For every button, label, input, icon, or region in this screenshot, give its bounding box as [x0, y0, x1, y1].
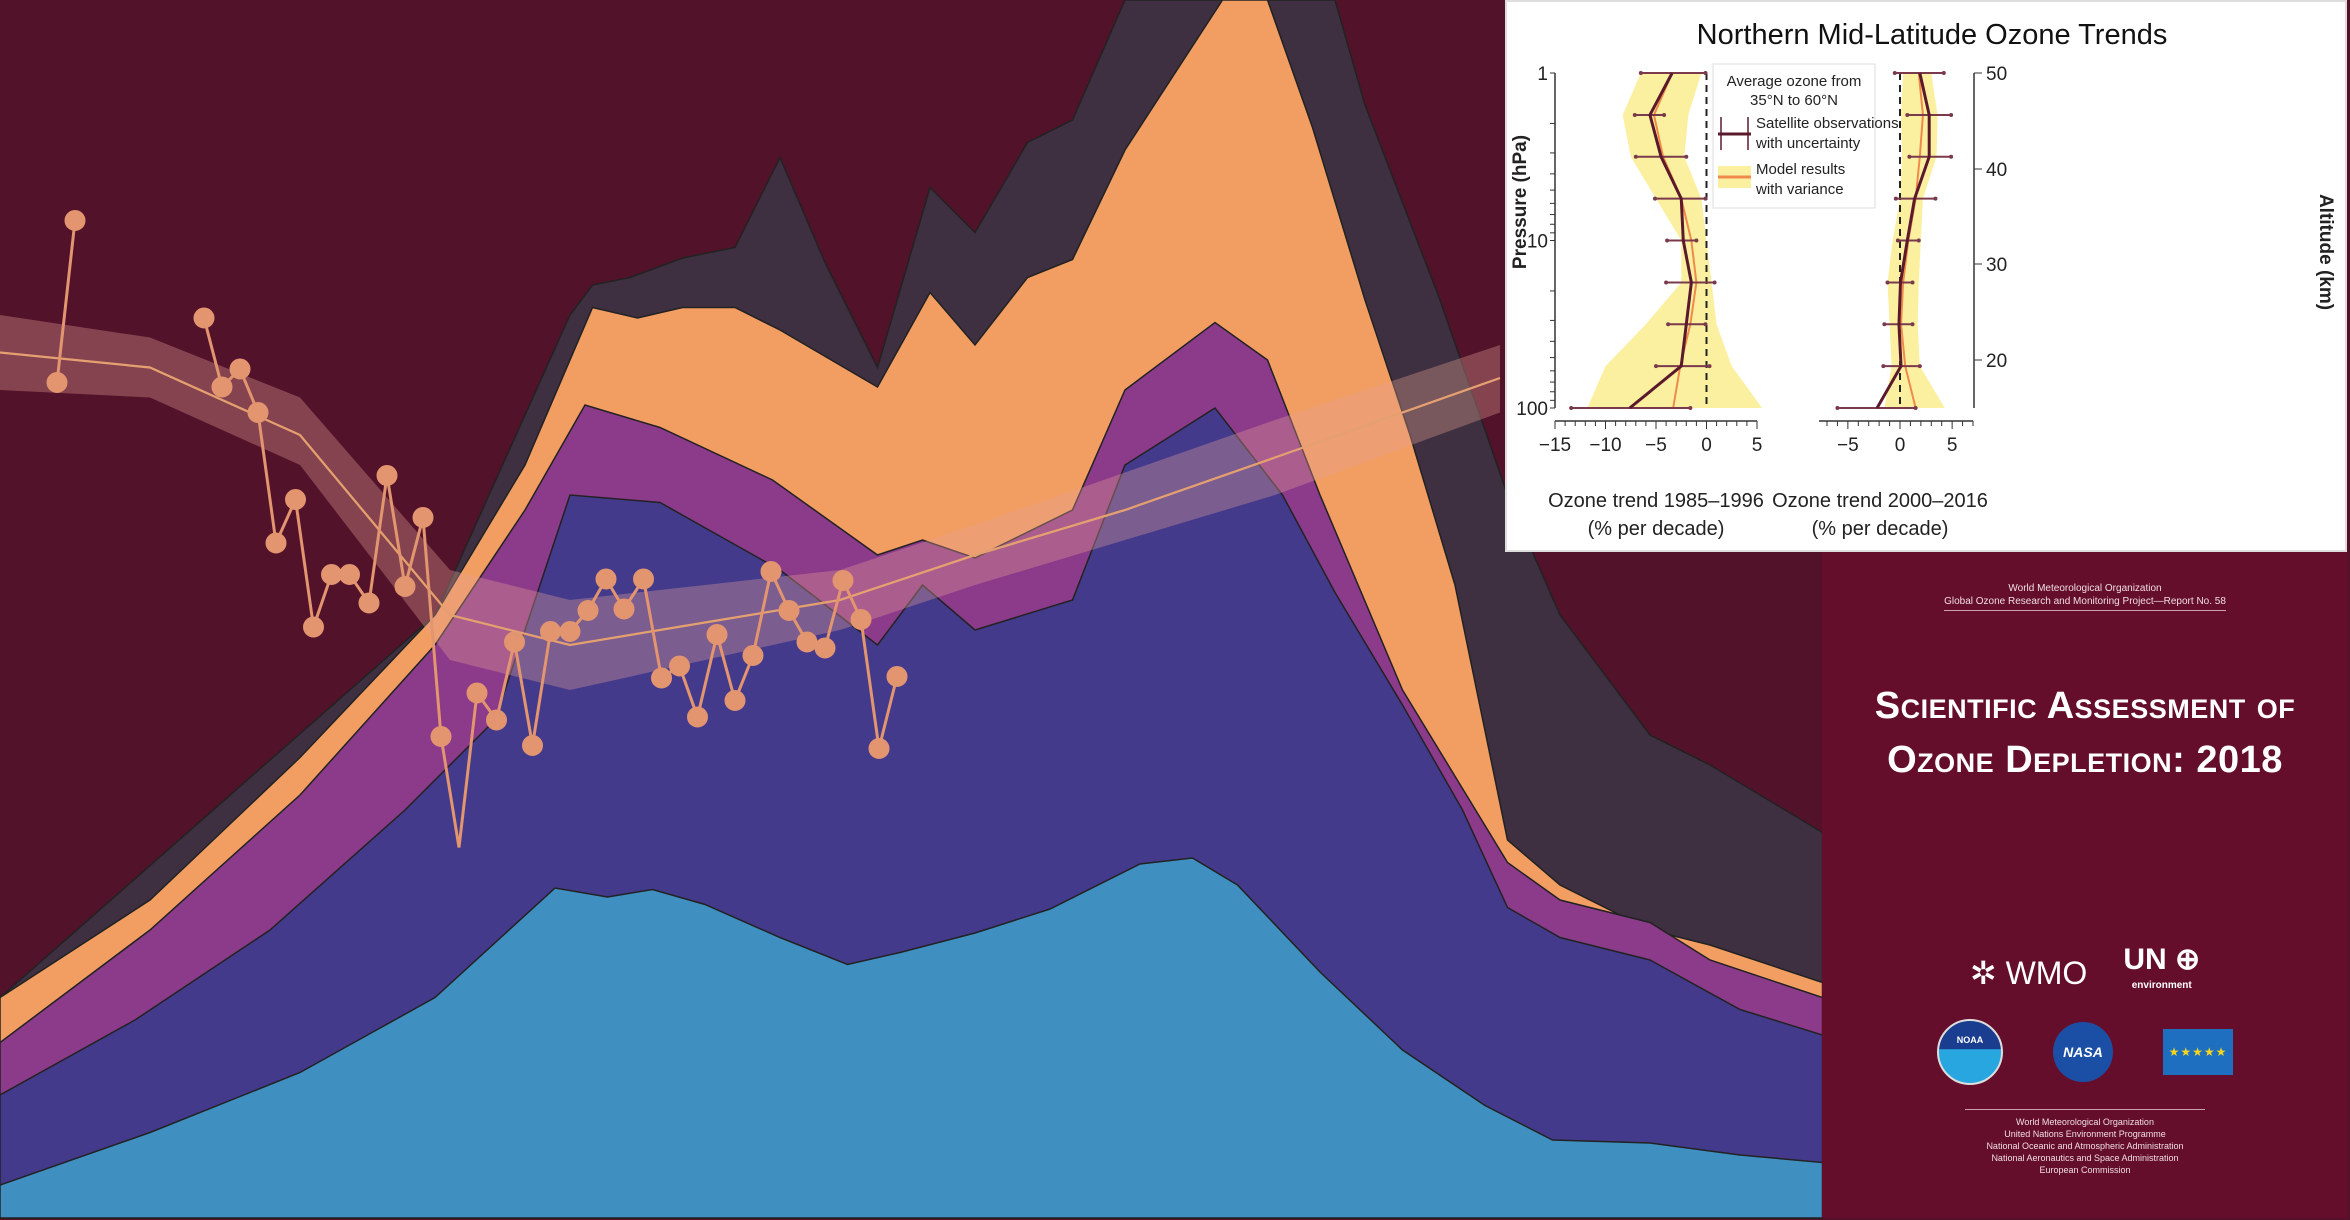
error-cap: [1917, 364, 1922, 369]
error-cap: [1664, 280, 1669, 285]
legend-obs-symbol: [1718, 117, 1751, 150]
error-cap: [1907, 154, 1912, 159]
error-cap: [1688, 406, 1693, 410]
legend-obs-label-1: Satellite observations: [1756, 115, 1899, 132]
nasa-logo: NASA: [2053, 1022, 2113, 1082]
y-axis-right-label: Altitude (km): [2315, 194, 2336, 310]
error-cap: [1666, 322, 1671, 327]
error-cap: [1712, 280, 1717, 285]
legend-model-label-1: Model results: [1756, 161, 1845, 178]
x-tick-label: −15: [1539, 435, 1571, 456]
report-title-line-1: Scientific Assessment of: [1874, 685, 2296, 727]
x-axis-label-left: Ozone trend 1985–1996: [1548, 490, 1764, 512]
y-axis-label: Pressure (hPa): [1510, 135, 1531, 269]
x-tick-label: 0: [1895, 435, 1906, 456]
org-name: National Oceanic and Atmospheric Adminis…: [1986, 1141, 2184, 1151]
publisher-org: World Meteorological Organization: [2008, 583, 2162, 594]
legend-title: Average ozone from: [1727, 73, 1862, 90]
legend-obs-label-2: with uncertainty: [1755, 135, 1861, 152]
x-tick-label: 5: [1947, 435, 1958, 456]
error-cap: [1941, 71, 1946, 75]
report-title-line-2: Ozone Depletion: 2018: [1887, 739, 2283, 781]
eu-flag-logo: ★★★★★: [2163, 1029, 2233, 1075]
y-right-tick-label: 30: [1986, 255, 2007, 276]
x-tick-label: −5: [1837, 435, 1859, 456]
legend: Average ozone from 35°N to 60°N Satellit…: [1712, 63, 1899, 209]
error-cap: [1703, 71, 1708, 75]
chart-svg: Northern Mid-Latitude Ozone Trends −15 −1…: [1510, 19, 2336, 540]
x-tick-label: −10: [1589, 435, 1621, 456]
legend-model-label-2: with variance: [1755, 181, 1844, 198]
error-cap: [1916, 238, 1921, 243]
legend-subtitle: 35°N to 60°N: [1750, 92, 1838, 109]
y-tick-label: 1: [1537, 64, 1548, 85]
report-title: Scientific Assessment of Ozone Depletion…: [1822, 679, 2348, 787]
error-cap: [1892, 71, 1897, 75]
partner-organizations: World Meteorological Organization United…: [1965, 1109, 2205, 1176]
error-cap: [1835, 406, 1840, 410]
error-cap: [1707, 364, 1712, 369]
x-tick-label: 0: [1701, 435, 1712, 456]
report-cover: World Meteorological Organization Global…: [1822, 552, 2348, 1218]
error-cap: [1893, 196, 1898, 201]
observation-series: [46, 210, 908, 848]
noaa-logo: NOAA: [1937, 1019, 2003, 1085]
error-cap: [1652, 196, 1657, 201]
org-name: National Aeronautics and Space Administr…: [1991, 1153, 2179, 1163]
error-cap: [1885, 280, 1890, 285]
org-name: United Nations Environment Programme: [2004, 1129, 2166, 1139]
chart-title: Northern Mid-Latitude Ozone Trends: [1697, 19, 2168, 51]
y-tick-label: 100: [1516, 399, 1548, 420]
model-variance-band: [1587, 73, 1763, 408]
publisher: World Meteorological Organization Global…: [1822, 582, 2348, 611]
y-right-tick-label: 50: [1986, 64, 2007, 85]
org-name: World Meteorological Organization: [2016, 1117, 2154, 1127]
x-axis-label-right: Ozone trend 2000–2016: [1772, 490, 1988, 512]
error-cap: [1933, 196, 1938, 201]
error-cap: [1694, 238, 1699, 243]
un-environment-logo: UN ⊕ environment: [2123, 943, 2201, 992]
y-right-tick-label: 40: [1986, 160, 2007, 181]
ozone-trends-chart: Northern Mid-Latitude Ozone Trends −15 −1…: [1505, 0, 2347, 552]
x-tick-label: 5: [1752, 435, 1763, 456]
org-name: European Commission: [2039, 1165, 2131, 1175]
wmo-logo: ✲ WMO: [1969, 955, 2088, 991]
error-cap: [1632, 112, 1637, 117]
y-right-tick-label: 20: [1986, 351, 2007, 372]
error-cap: [1569, 406, 1574, 410]
error-cap: [1684, 154, 1689, 159]
error-cap: [1654, 364, 1658, 369]
error-cap: [1910, 280, 1915, 285]
error-cap: [1881, 364, 1886, 369]
x-axis-unit-left: (% per decade): [1588, 518, 1725, 540]
error-cap: [1913, 406, 1918, 410]
y-tick-label: 10: [1527, 232, 1548, 253]
publisher-project: Global Ozone Research and Monitoring Pro…: [1944, 595, 2226, 611]
error-cap: [1882, 322, 1887, 327]
error-cap: [1949, 112, 1954, 117]
error-cap: [1662, 112, 1667, 117]
area-light-blue: [0, 857, 1824, 1219]
x-tick-label: −5: [1645, 435, 1667, 456]
error-cap: [1895, 238, 1900, 243]
error-cap: [1665, 238, 1670, 243]
error-cap: [1703, 322, 1708, 327]
error-cap: [1910, 322, 1915, 327]
x-axis-unit-right: (% per decade): [1812, 518, 1949, 540]
error-cap: [1949, 154, 1954, 159]
error-cap: [1638, 71, 1643, 75]
error-cap: [1633, 154, 1638, 159]
obs-line: [1628, 72, 1693, 410]
error-cap: [1905, 112, 1910, 117]
obs-line: [1875, 72, 1931, 409]
error-cap: [1703, 196, 1708, 201]
